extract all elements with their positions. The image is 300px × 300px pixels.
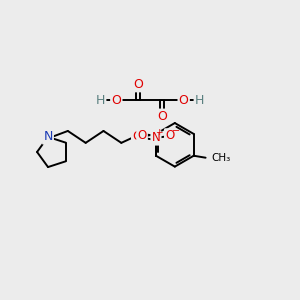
- Text: O: O: [165, 129, 174, 142]
- Text: O: O: [132, 130, 142, 143]
- Text: O: O: [137, 129, 147, 142]
- Text: +: +: [155, 128, 163, 137]
- Text: H: H: [96, 94, 105, 107]
- Text: O: O: [157, 110, 167, 123]
- Text: O: O: [111, 94, 121, 107]
- Text: −: −: [172, 126, 180, 136]
- Text: O: O: [133, 78, 143, 91]
- Text: O: O: [179, 94, 189, 107]
- Text: CH₃: CH₃: [212, 153, 231, 163]
- Text: N: N: [152, 131, 160, 144]
- Text: N: N: [43, 130, 53, 143]
- Text: H: H: [195, 94, 204, 107]
